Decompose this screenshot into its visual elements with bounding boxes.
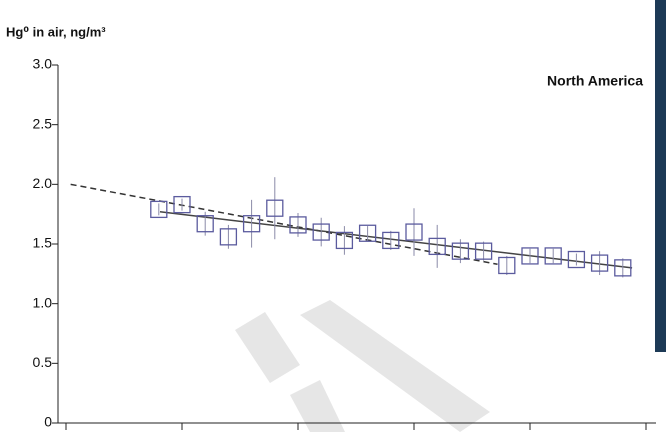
y-tick-label: 2.0 (33, 175, 53, 191)
y-tick-label: 1.0 (33, 294, 53, 310)
trend-line (71, 184, 498, 264)
chart-title: Hg⁰ in air, ng/m³ (6, 24, 106, 39)
side-image-edge (655, 0, 666, 352)
annotation: North America (547, 73, 643, 89)
y-tick-label: 2.5 (33, 115, 53, 131)
y-tick-label: 1.5 (33, 235, 53, 251)
y-tick-label: 0.5 (33, 354, 53, 370)
y-tick-label: 3.0 (33, 56, 53, 72)
watermark (235, 300, 490, 432)
chart: Hg⁰ in air, ng/m³ North America 3.0 2.5 2.… (0, 0, 666, 432)
y-tick-label: 0 (44, 414, 52, 430)
